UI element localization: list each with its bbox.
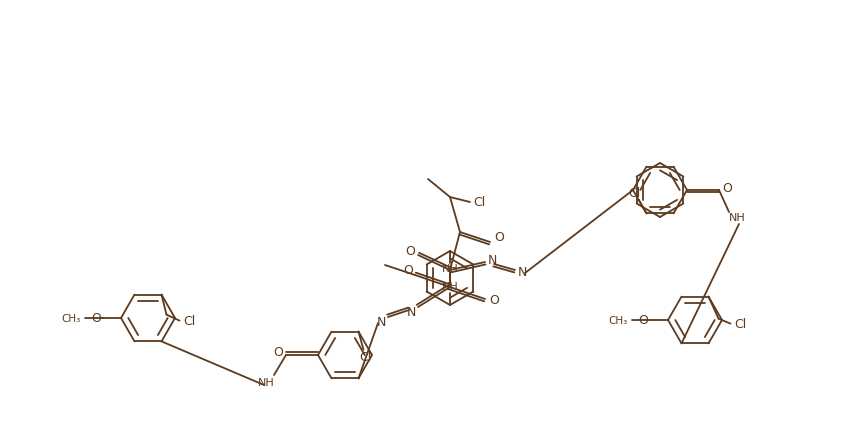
Text: Cl: Cl <box>628 187 641 200</box>
Text: CH₃: CH₃ <box>609 316 627 326</box>
Text: O: O <box>638 313 648 327</box>
Text: Cl: Cl <box>734 318 747 331</box>
Text: CH₃: CH₃ <box>61 314 81 324</box>
Text: O: O <box>273 347 283 360</box>
Text: N: N <box>517 266 527 279</box>
Text: O: O <box>91 311 101 324</box>
Text: O: O <box>722 181 732 194</box>
Text: NH: NH <box>728 213 745 223</box>
Text: Cl: Cl <box>360 351 371 364</box>
Text: Cl: Cl <box>184 315 195 328</box>
Text: N: N <box>407 306 416 319</box>
Text: NH: NH <box>441 282 458 292</box>
Text: O: O <box>494 231 504 243</box>
Text: O: O <box>405 245 415 258</box>
Text: O: O <box>489 294 499 307</box>
Text: N: N <box>376 316 386 328</box>
Text: N: N <box>488 255 497 268</box>
Text: O: O <box>403 263 413 276</box>
Text: NH: NH <box>258 378 274 388</box>
Text: Cl: Cl <box>473 195 485 208</box>
Text: NH: NH <box>441 264 458 274</box>
